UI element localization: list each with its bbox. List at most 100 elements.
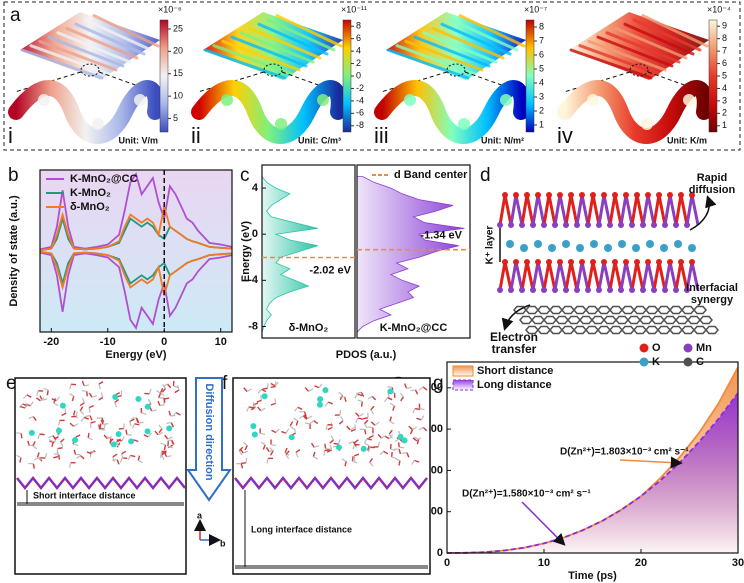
water xyxy=(354,424,357,430)
water xyxy=(88,407,91,413)
mesh-fiber xyxy=(20,48,104,80)
water xyxy=(163,451,168,458)
graphene-hex xyxy=(681,305,695,315)
water xyxy=(304,422,311,425)
water xyxy=(285,428,290,434)
water xyxy=(134,423,140,426)
plot-frame xyxy=(261,164,356,339)
water xyxy=(167,445,173,449)
water xyxy=(302,415,308,420)
water xyxy=(20,433,23,439)
atom-mn xyxy=(662,287,668,293)
water xyxy=(408,425,414,431)
y-tick-label: -8 xyxy=(248,320,258,332)
mesh-fiber xyxy=(578,44,660,76)
water xyxy=(129,421,132,427)
water xyxy=(340,416,344,422)
colorbar-tick-label: 3 xyxy=(722,95,727,105)
water xyxy=(387,397,393,401)
graphene-hex xyxy=(561,325,575,335)
atom-o xyxy=(689,192,695,198)
colorbar-tick-label: 4 xyxy=(356,45,361,55)
water xyxy=(116,459,120,465)
octahedra xyxy=(652,261,667,291)
atom-mn xyxy=(629,222,635,228)
water xyxy=(121,436,125,442)
water xyxy=(377,433,382,439)
water xyxy=(353,455,356,461)
atom-o xyxy=(524,259,530,265)
atom-mn xyxy=(541,222,547,228)
atom-o xyxy=(601,192,607,198)
water xyxy=(59,438,65,443)
water xyxy=(352,441,357,447)
atom-k xyxy=(520,244,528,252)
water xyxy=(16,432,22,434)
water xyxy=(354,393,358,399)
atom-mn xyxy=(585,287,591,293)
atom-o xyxy=(568,259,574,265)
water xyxy=(368,435,374,439)
water xyxy=(250,406,256,411)
water xyxy=(116,439,123,442)
water xyxy=(159,404,165,407)
water xyxy=(161,387,167,393)
band-center-label: -1.34 eV xyxy=(420,230,462,242)
annotation: D(Zn²⁺)=1.803×10⁻³ cm² s⁻¹ xyxy=(560,447,689,458)
graphene-hex xyxy=(573,325,587,335)
legend-swatch xyxy=(683,343,693,353)
water xyxy=(53,402,59,407)
x-tick-label: -20 xyxy=(43,336,59,348)
graphene-hex xyxy=(633,325,647,335)
water xyxy=(324,443,327,449)
water xyxy=(256,399,262,403)
atom-o xyxy=(601,259,607,265)
graphene xyxy=(17,502,184,506)
water xyxy=(313,420,319,425)
water xyxy=(416,417,422,421)
water xyxy=(157,400,161,406)
water xyxy=(158,393,162,399)
water xyxy=(87,437,94,441)
water xyxy=(400,396,405,402)
atom-o xyxy=(568,192,574,198)
water xyxy=(369,457,374,463)
colorbar-tick-label: -4 xyxy=(356,95,364,105)
water xyxy=(100,392,104,398)
area xyxy=(447,393,738,553)
zn-ion xyxy=(135,395,142,402)
water xyxy=(36,397,41,402)
axis-b-label: b xyxy=(220,538,226,548)
fiber-wave xyxy=(8,80,164,144)
water xyxy=(269,447,274,452)
zn-ion xyxy=(397,433,404,440)
transfer-arrow xyxy=(501,304,531,331)
atom-k xyxy=(674,240,682,248)
octahedra xyxy=(520,194,535,226)
water xyxy=(98,384,101,390)
atom-o xyxy=(623,192,629,198)
graphene-hex xyxy=(669,305,683,315)
mesh-fiber xyxy=(458,14,526,48)
graphene-hex xyxy=(693,305,707,315)
atom-mn xyxy=(596,287,602,293)
water xyxy=(326,449,332,453)
water xyxy=(333,442,339,445)
mesh-fiber xyxy=(596,35,674,68)
water xyxy=(112,459,118,461)
panel-label: a xyxy=(10,5,21,26)
water xyxy=(127,455,131,461)
water xyxy=(64,408,67,414)
fiber-core xyxy=(641,118,653,130)
panel-label: b xyxy=(8,165,19,186)
water xyxy=(103,434,108,440)
graphene-hex xyxy=(687,315,701,325)
water xyxy=(133,439,139,443)
octahedra xyxy=(597,261,612,291)
water xyxy=(242,450,249,454)
mesh-fiber xyxy=(212,44,294,76)
plot-frame xyxy=(446,361,739,554)
water xyxy=(109,438,112,444)
colorbar xyxy=(708,19,718,133)
